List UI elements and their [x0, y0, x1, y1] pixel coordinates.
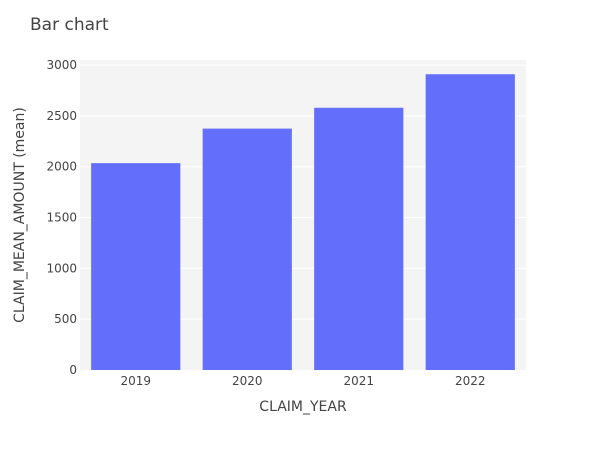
bars — [91, 74, 515, 371]
y-tick-label: 3000 — [46, 58, 77, 72]
y-tick-label: 2000 — [46, 160, 77, 174]
bar-2022[interactable] — [425, 74, 515, 371]
y-tick-label: 2500 — [46, 109, 77, 123]
chart-title: Bar chart — [30, 15, 109, 35]
x-tick-label: 2020 — [232, 374, 263, 388]
y-tick-label: 1000 — [46, 261, 77, 275]
y-tick-label: 1500 — [46, 211, 77, 225]
bar-2021[interactable] — [314, 107, 404, 370]
x-tick-label: 2022 — [455, 374, 486, 388]
x-tick-label: 2021 — [343, 374, 374, 388]
bar-2019[interactable] — [91, 163, 181, 370]
x-axis-label: CLAIM_YEAR — [259, 399, 347, 415]
y-axis-label: CLAIM_MEAN_AMOUNT (mean) — [12, 107, 28, 323]
y-tick-labels: 0 500 1000 1500 2000 2500 3000 — [46, 58, 77, 377]
x-tick-labels: 2019 2020 2021 2022 — [120, 374, 485, 388]
bar-2020[interactable] — [202, 128, 292, 370]
y-tick-label: 0 — [69, 363, 77, 377]
y-tick-label: 500 — [54, 312, 77, 326]
x-tick-label: 2019 — [120, 374, 151, 388]
